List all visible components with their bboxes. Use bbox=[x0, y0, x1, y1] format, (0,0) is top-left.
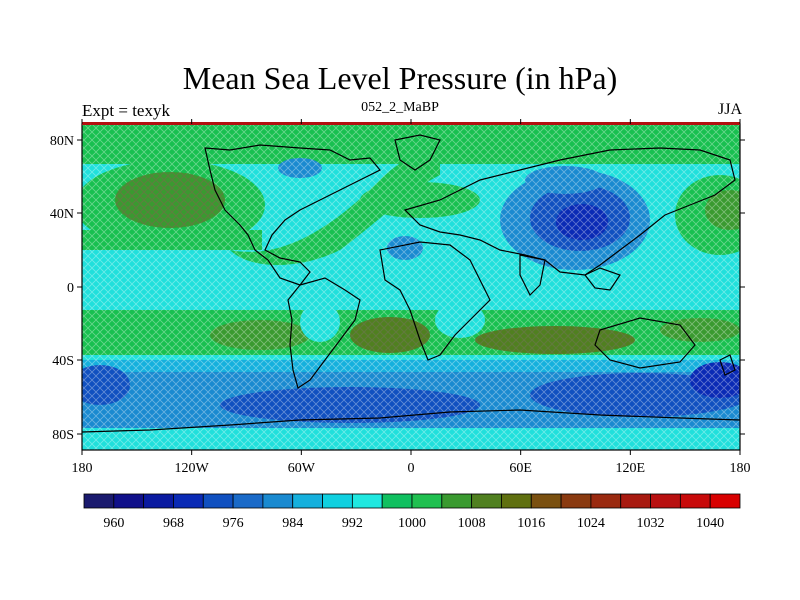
lat-tick-label: 80N bbox=[50, 134, 74, 149]
lon-tick-label: 180 bbox=[72, 461, 93, 476]
colorbar-swatch bbox=[232, 493, 264, 509]
colorbar-label: 984 bbox=[282, 516, 303, 531]
pressure-field bbox=[82, 124, 740, 450]
colorbar-label: 992 bbox=[342, 516, 363, 531]
coastlines bbox=[82, 134, 740, 433]
colorbar-swatch bbox=[202, 493, 234, 509]
colorbar-swatch bbox=[411, 493, 443, 509]
colorbar-label: 1016 bbox=[517, 516, 545, 531]
colorbar-swatch bbox=[143, 493, 174, 509]
colorbar-label: 1024 bbox=[577, 516, 605, 531]
colorbar-swatch bbox=[471, 493, 502, 509]
map-title: Mean Sea Level Pressure (in hPa) bbox=[182, 60, 618, 96]
colorbar-label: 976 bbox=[223, 516, 244, 531]
colorbar-swatch bbox=[620, 493, 651, 509]
colorbar-label: 968 bbox=[163, 516, 184, 531]
colorbar-swatch bbox=[501, 493, 532, 509]
colorbar-swatch bbox=[262, 493, 294, 509]
season-label: JJA bbox=[717, 101, 742, 118]
colorbar-swatch bbox=[173, 493, 204, 509]
colorbar-label: 960 bbox=[103, 516, 124, 531]
lon-tick-label: 120W bbox=[175, 461, 210, 476]
colorbar-swatch bbox=[590, 493, 622, 509]
colorbar-swatch bbox=[560, 493, 592, 509]
colorbar-label: 1032 bbox=[637, 516, 665, 531]
lon-tick-label: 120E bbox=[616, 461, 646, 476]
colorbar-swatch bbox=[83, 493, 115, 509]
colorbar-swatch bbox=[381, 493, 413, 509]
colorbar-swatch bbox=[679, 493, 711, 509]
axis-ticks: 80N 40N 0 40S 80S 180 120W 60W 0 60E 120E 180 bbox=[50, 119, 751, 476]
lat-tick-label: 80S bbox=[52, 428, 74, 443]
colorbar-swatch bbox=[709, 493, 741, 509]
lat-tick-label: 40S bbox=[52, 354, 74, 369]
lon-tick-label: 0 bbox=[408, 461, 415, 476]
colorbar-swatch bbox=[113, 493, 145, 509]
colorbar-swatch bbox=[292, 493, 323, 509]
colorbar: 960 968 976 984 992 1000 1008 1016 1024 1032 1040 bbox=[83, 493, 741, 531]
run-label: 052_2_MaBP bbox=[361, 100, 439, 115]
colorbar-swatch bbox=[530, 493, 562, 509]
colorbar-swatch bbox=[322, 493, 353, 509]
lon-tick-label: 180 bbox=[730, 461, 751, 476]
lon-tick-label: 60W bbox=[288, 461, 316, 476]
colorbar-swatch bbox=[351, 493, 383, 509]
lat-tick-label: 0 bbox=[67, 281, 74, 296]
colorbar-label: 1008 bbox=[458, 516, 486, 531]
colorbar-label: 1040 bbox=[696, 516, 724, 531]
lat-tick-label: 40N bbox=[50, 207, 74, 222]
colorbar-label: 1000 bbox=[398, 516, 426, 531]
colorbar-swatch bbox=[650, 493, 681, 509]
lon-tick-label: 60E bbox=[509, 461, 532, 476]
colorbar-swatch bbox=[441, 493, 473, 509]
experiment-label: Expt = texyk bbox=[82, 101, 170, 120]
